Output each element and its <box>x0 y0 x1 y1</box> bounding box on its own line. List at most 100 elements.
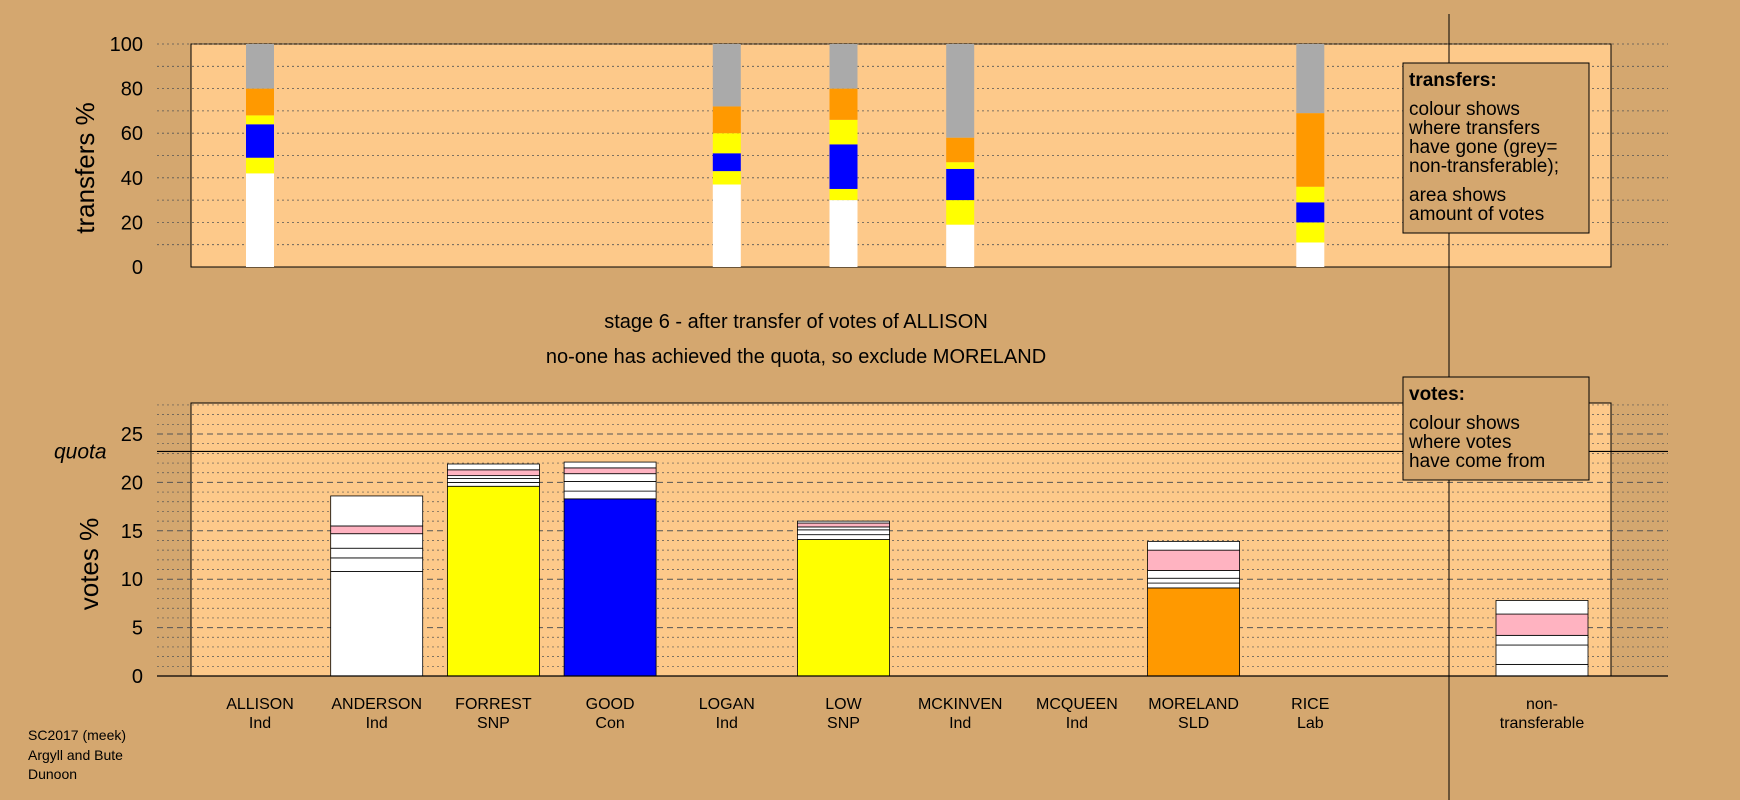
transfer-segment <box>712 106 741 134</box>
vote-segment <box>1495 600 1589 615</box>
transfers-legend-line: where transfers <box>1408 118 1540 139</box>
transfers-y-tick-label: 60 <box>121 123 143 145</box>
vote-segment <box>446 481 540 487</box>
votes-y-tick-label: 25 <box>121 424 143 446</box>
transfer-segment <box>946 44 975 138</box>
vote-segment <box>330 571 424 677</box>
votes-legend-title: votes: <box>1409 384 1465 405</box>
candidate-party: Ind <box>1066 715 1088 732</box>
candidate-name: ANDERSON <box>331 696 422 713</box>
votes-y-tick-label: 10 <box>121 569 143 591</box>
footer-line: Dunoon <box>28 766 77 782</box>
candidate-party: Ind <box>716 715 738 732</box>
vote-segment <box>1147 587 1240 677</box>
votes-y-tick-label: 20 <box>121 472 143 494</box>
vote-segment <box>797 534 890 540</box>
votes-y-axis-label: votes % <box>74 518 104 611</box>
candidate-labels: ALLISON Ind ANDERSON Ind FORREST SNP GOOD Con LO… <box>226 696 1584 732</box>
vote-segment <box>1147 570 1240 579</box>
vote-segment <box>1495 644 1589 665</box>
transfer-segment <box>1296 242 1325 267</box>
votes-bars <box>330 461 1589 677</box>
vote-segment <box>1495 613 1589 636</box>
transfer-segment <box>246 44 274 89</box>
transfer-segment <box>246 88 274 116</box>
transfers-gridlines <box>157 43 1668 246</box>
vote-segment <box>330 547 424 559</box>
vote-segment <box>1495 663 1589 677</box>
vote-segment <box>330 525 424 535</box>
footer-line: Argyll and Bute <box>28 747 123 763</box>
candidate-name: RICE <box>1291 696 1329 713</box>
vote-segment <box>330 557 424 572</box>
transfers-legend-line: colour shows <box>1409 99 1520 120</box>
candidate-name: MCKINVEN <box>918 696 1002 713</box>
vote-segment <box>1147 577 1240 584</box>
transfer-segment <box>712 44 741 107</box>
transfer-segment <box>712 171 741 185</box>
vote-segment <box>797 520 890 524</box>
transfer-segment <box>1296 202 1325 223</box>
votes-legend: votes: colour shows where votes have com… <box>1402 376 1590 481</box>
transfer-segment <box>712 184 741 267</box>
transfer-segment <box>1296 186 1325 203</box>
candidate-party: transferable <box>1500 715 1585 732</box>
vote-segment <box>563 498 657 677</box>
transfer-segment <box>1296 44 1325 114</box>
votes-legend-line: colour shows <box>1409 413 1520 434</box>
vote-segment <box>563 481 657 492</box>
transfer-segment <box>829 144 858 189</box>
vote-segment <box>1147 549 1240 571</box>
votes-y-ticks: 0 5 10 15 20 25 <box>121 424 143 688</box>
transfers-legend-box <box>1402 62 1590 234</box>
candidate-party: Con <box>595 715 624 732</box>
candidate-name: MORELAND <box>1148 696 1239 713</box>
vote-segment <box>563 461 657 469</box>
transfer-segment <box>946 200 975 225</box>
transfer-segment <box>829 119 858 145</box>
votes-legend-line: where votes <box>1408 432 1511 453</box>
votes-legend-line: have come from <box>1409 451 1545 472</box>
vote-segment <box>446 485 540 677</box>
transfer-segment <box>712 153 741 172</box>
transfers-y-ticks: 0 20 40 60 80 100 <box>110 34 143 279</box>
candidate-name: LOGAN <box>699 696 755 713</box>
candidate-name: LOW <box>825 696 862 713</box>
transfer-segment <box>1296 113 1325 187</box>
votes-y-tick-label: 0 <box>132 666 143 688</box>
transfers-legend-line: amount of votes <box>1409 204 1544 225</box>
transfer-segment <box>712 133 741 154</box>
vote-segment <box>446 478 540 483</box>
vote-segment <box>563 490 657 500</box>
vote-segment <box>446 475 540 479</box>
transfers-y-axis-label: transfers % <box>70 102 100 234</box>
footer-line: SC2017 (meek) <box>28 727 126 743</box>
transfer-segment <box>829 88 858 120</box>
transfers-y-tick-label: 20 <box>121 212 143 234</box>
transfers-legend-title: transfers: <box>1409 70 1497 91</box>
votes-plot-area <box>190 402 1612 677</box>
vote-segment <box>446 469 540 477</box>
candidate-name: non- <box>1526 696 1558 713</box>
candidate-party: Ind <box>249 715 271 732</box>
transfer-segment <box>829 44 858 89</box>
vote-segment <box>1147 541 1240 551</box>
vote-segment <box>330 495 424 527</box>
vote-segment <box>1147 582 1240 589</box>
transfers-y-tick-label: 100 <box>110 34 143 56</box>
transfers-legend-line: have gone (grey= <box>1409 137 1557 158</box>
vote-segment <box>797 529 890 536</box>
transfers-legend-line: area shows <box>1409 185 1506 206</box>
vote-segment <box>797 522 890 528</box>
candidate-name: FORREST <box>455 696 532 713</box>
transfer-segment <box>946 168 975 201</box>
transfer-segment <box>946 162 975 169</box>
vote-segment <box>563 467 657 475</box>
transfers-y-tick-label: 40 <box>121 168 143 190</box>
candidate-name: ALLISON <box>226 696 294 713</box>
transfers-legend: transfers: colour shows where transfers … <box>1402 62 1590 234</box>
vote-segment <box>797 526 890 531</box>
vote-segment <box>563 473 657 482</box>
stage-title: stage 6 - after transfer of votes of ALL… <box>604 311 988 333</box>
